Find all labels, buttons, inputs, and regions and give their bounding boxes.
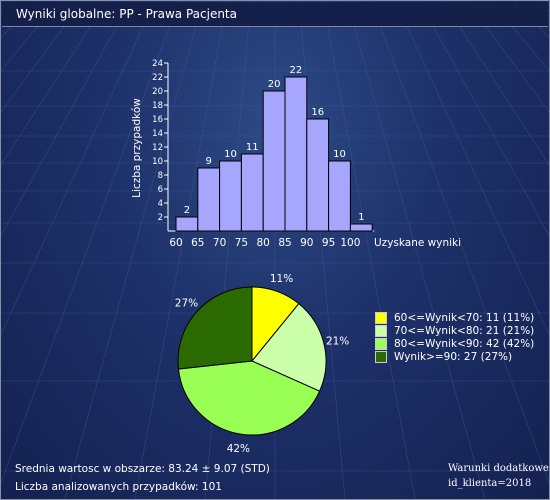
pie-slice [251,302,327,392]
y-tick-label: 2 [158,213,163,223]
grid-line [322,1,416,499]
page-title: Wyniki globalne: PP - Prawa Pacjenta [16,7,237,21]
bar-value-label: 10 [333,149,346,160]
x-tick-label: 80 [257,237,270,249]
grid-line [346,1,486,499]
bar-value-label: 10 [224,149,237,160]
pie-percent-label: 42% [227,443,250,455]
grid-line [394,1,549,336]
pie-percent-label: 21% [326,336,349,348]
y-tick-label: 22 [152,73,163,83]
bar-value-label: 22 [290,65,303,76]
x-tick-label: 90 [300,237,313,249]
y-tick-label: 20 [152,87,163,97]
y-tick-label: 8 [158,171,163,181]
histogram-bar [328,160,351,232]
bar-value-label: 20 [268,79,281,90]
extra-conditions-value: id_klienta=2018 [448,478,532,489]
legend-label: 80<=Wynik<90: 42 (42%) [394,337,535,350]
y-tick-label: 12 [152,143,163,153]
mean-stat: Srednia wartosc w obszarze: 83.24 ± 9.07… [15,463,270,475]
count-stat: Liczba analizowanych przypadków: 101 [15,481,222,493]
bar-value-label: 11 [246,142,259,153]
extra-conditions-label: Warunki dodatkowe: [448,463,550,474]
legend-item: 80<=Wynik<90: 42 (42%) [375,337,534,350]
title-bar: Wyniki globalne: PP - Prawa Pacjenta [2,2,548,27]
y-tick-label: 6 [158,185,163,195]
grid-line [64,1,204,499]
legend-label: 70<=Wynik<80: 21 (21%) [394,324,535,337]
y-axis-title: Liczba przypadków [131,98,143,198]
y-tick-label: 4 [158,199,163,209]
legend-swatch [375,311,387,324]
grid-line [442,1,549,166]
legend-swatch [375,324,387,337]
x-tick-label: 95 [322,237,335,249]
y-tick-label: 14 [152,129,163,139]
x-tick-label: 85 [278,237,291,249]
x-tick-label: 75 [235,237,248,249]
bar-value-label: 1 [358,212,364,223]
histogram-bar [349,223,373,232]
legend-item: 60<=Wynik<70: 11 (11%) [375,311,534,324]
legend-swatch [375,350,387,363]
pie-percent-label: 11% [270,273,293,285]
bar-value-label: 9 [206,156,212,167]
bar-value-label: 2 [184,205,190,216]
grid-line [1,1,132,237]
grid-line [418,1,549,237]
bar-value-label: 16 [311,107,324,118]
legend-item: Wynik>=90: 27 (27%) [375,350,534,363]
y-tick-label: 10 [152,157,163,167]
grid-line [370,1,549,484]
grid-line [1,1,180,484]
x-tick-label: 60 [169,237,182,249]
grid-line [134,1,228,499]
legend-label: 60<=Wynik<70: 11 (11%) [394,311,535,324]
x-tick-label: 70 [213,237,226,249]
y-tick-label: 18 [152,101,163,111]
pie-percent-label: 27% [175,297,198,309]
pie-slice [177,360,321,436]
y-tick-label: 24 [152,59,163,69]
pie-legend: 60<=Wynik<70: 11 (11%) 70<=Wynik<80: 21 (… [375,311,534,363]
legend-swatch [375,337,387,350]
x-axis-title: Uzyskane wyniki [374,237,461,249]
grid-line [1,1,156,336]
legend-label: Wynik>=90: 27 (27%) [394,350,513,363]
x-tick-label: 65 [191,237,204,249]
pie-slice [177,286,253,370]
legend-item: 70<=Wynik<80: 21 (21%) [375,324,534,337]
x-tick-label: 100 [340,237,360,249]
grid-line [1,1,108,166]
y-tick-label: 16 [152,115,163,125]
